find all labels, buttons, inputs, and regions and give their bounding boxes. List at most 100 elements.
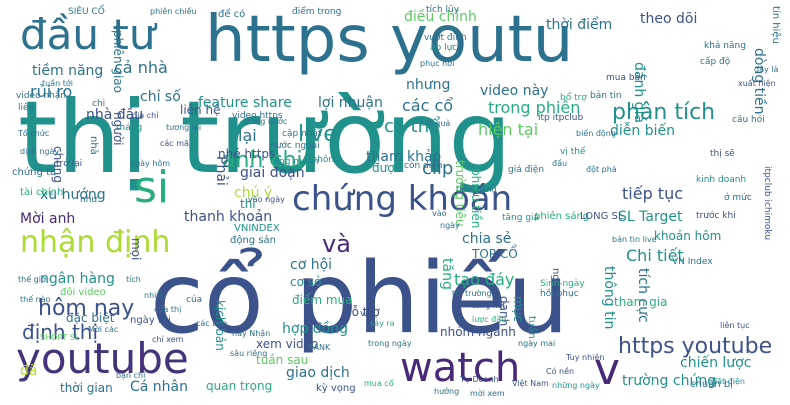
word: xem video	[256, 337, 319, 351]
word: video https	[232, 111, 283, 121]
word: trường chứng	[622, 373, 717, 389]
word: biến động	[576, 129, 616, 138]
word: điều chỉnh	[404, 9, 477, 25]
word: v	[594, 344, 621, 395]
word: vị thế	[560, 147, 586, 157]
word: chiến lược	[680, 355, 752, 371]
word: xu hướng	[40, 187, 106, 203]
word: lược đầu	[472, 315, 507, 324]
word: giai đoạn	[240, 165, 305, 181]
word: thời gian	[60, 381, 113, 395]
word: thế nào	[20, 295, 51, 304]
word: động sản	[230, 235, 277, 246]
word: trước khi	[696, 211, 736, 221]
word: tuần sau	[256, 353, 309, 367]
word: chia sẻ	[462, 231, 512, 247]
word: itpclub ichimoku	[762, 166, 772, 241]
word: có thể	[384, 116, 441, 137]
word: ngân hàng	[40, 271, 115, 287]
word: ngày	[440, 221, 460, 230]
word: nhé https	[218, 147, 276, 161]
word: đột phá	[586, 165, 617, 174]
word: sâu riêng	[230, 349, 268, 358]
word: trong phiên	[488, 98, 581, 117]
word: diễn biến	[610, 123, 675, 139]
word: bạn chỉ	[116, 371, 146, 380]
word: thời điểm	[546, 17, 613, 33]
word: kỳ vọng	[316, 383, 356, 394]
word: liên tục	[720, 321, 750, 330]
word: và	[322, 230, 351, 258]
word: mua cổ	[364, 379, 394, 388]
word: feature share	[198, 95, 292, 111]
word: nhóm ngành	[440, 325, 516, 339]
word: trong ngày	[368, 339, 412, 348]
word: liên	[18, 103, 35, 113]
word: vào ngày	[248, 195, 285, 204]
word: không	[312, 155, 340, 165]
word: phân tích	[612, 100, 716, 125]
word: giá điện	[508, 165, 545, 175]
word: rủi ro	[30, 82, 73, 101]
word: tài chính	[20, 187, 64, 198]
word: nhiều	[144, 291, 167, 300]
word: video nhận	[16, 91, 67, 101]
word: tiềm năng	[456, 185, 497, 194]
word: tương lai	[166, 123, 202, 132]
word: nước ngoài	[270, 141, 320, 151]
word: clip	[422, 158, 454, 179]
word: SL Target	[618, 209, 683, 225]
word: Tổ chức	[18, 129, 50, 138]
word: cổ phiếu	[150, 242, 569, 356]
word: Mời các	[88, 325, 119, 334]
word: Mời anh	[20, 211, 76, 227]
word: VNINDEX	[234, 223, 280, 234]
word: Cá nhân	[130, 379, 189, 395]
word: tiếp tục	[622, 184, 684, 203]
word: ở mức	[724, 193, 752, 203]
word: tham khảo	[366, 149, 442, 165]
word: nhưng	[406, 77, 451, 93]
word: kết quả	[420, 119, 451, 128]
word: đánh giá	[631, 62, 647, 124]
word: hiện tại	[478, 120, 539, 139]
word: nhà	[88, 136, 99, 155]
word: trở lại	[56, 159, 83, 169]
word: ngày mai	[518, 339, 556, 348]
word: tham gia	[614, 295, 668, 309]
word: nhà đầu	[86, 107, 144, 123]
word: nhận định	[20, 225, 171, 260]
word: đặc biệt	[66, 311, 115, 325]
word: hợp đồng	[282, 321, 348, 337]
word: cơ sở	[290, 275, 322, 289]
word: dịch ngày	[20, 147, 60, 156]
word: định thị	[22, 320, 99, 344]
word: chung	[51, 146, 65, 184]
word: thông tin	[601, 266, 617, 330]
word: đầu tư	[20, 10, 156, 59]
word: hồi phục	[540, 289, 579, 299]
word: LONG SL	[580, 211, 624, 222]
word: phiên sáng	[534, 211, 590, 222]
word: hôm nay	[38, 296, 135, 321]
word: bản tin	[590, 91, 622, 101]
word: cập nhật	[282, 129, 322, 139]
word: mua bán	[606, 73, 646, 83]
word: tích lũy	[426, 5, 460, 15]
word: tăng giá	[502, 213, 540, 223]
word: đôi video	[60, 287, 106, 298]
word: tăng mạnh	[270, 157, 320, 167]
word: vào	[432, 209, 447, 218]
word: còn diễn	[404, 161, 443, 171]
word: chú ý	[234, 185, 273, 201]
word: cấp độ	[700, 57, 731, 67]
word: tháng	[116, 123, 143, 133]
word: mọi	[129, 238, 143, 261]
word: người	[111, 112, 125, 146]
word: VN Index	[672, 257, 713, 267]
word: điểm mua	[292, 293, 353, 307]
word: hỗ trợ	[344, 305, 380, 319]
word: của	[186, 295, 203, 305]
word: giao dịch	[286, 365, 350, 381]
word: vượt đỉnh	[424, 33, 467, 43]
